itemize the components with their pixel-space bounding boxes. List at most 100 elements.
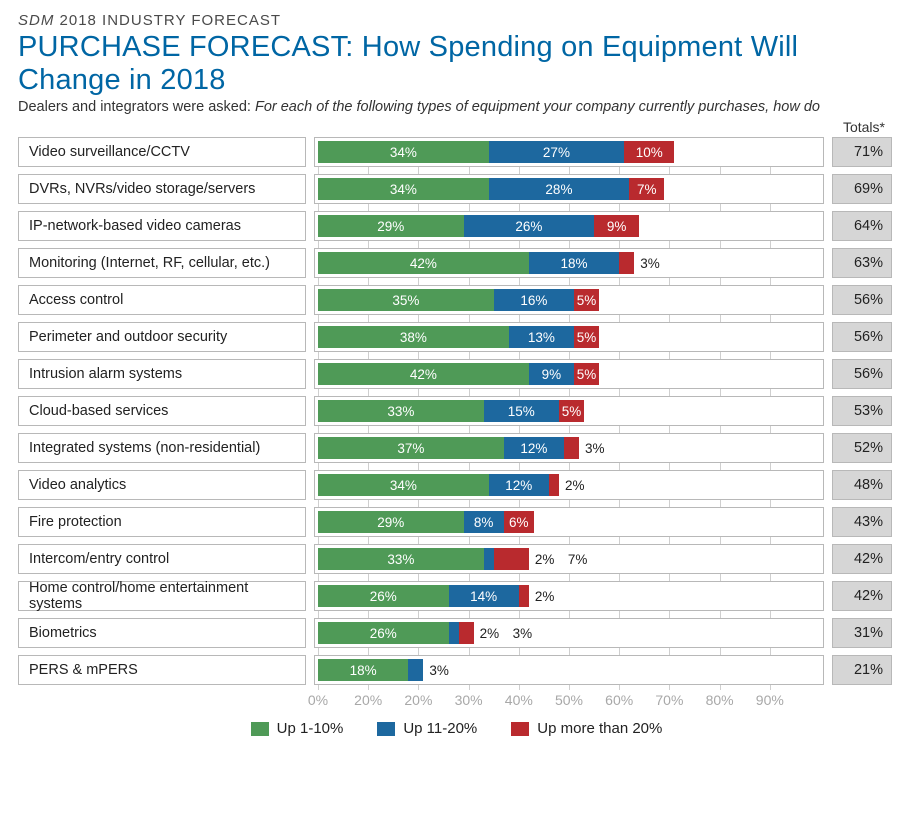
subtitle-plain: Dealers and integrators were asked:: [18, 99, 255, 115]
bar-segment: 42%: [318, 363, 529, 385]
row-label: Biometrics: [18, 618, 306, 648]
x-axis: 0%20%20%30%40%50%60%70%80%90%: [18, 690, 895, 714]
bar-segment: 18%: [318, 659, 408, 681]
bar-segment: 3%: [619, 252, 634, 274]
row-total: 56%: [832, 359, 892, 389]
row-total: 71%: [832, 137, 892, 167]
bar-segment: 13%: [509, 326, 574, 348]
bar-segment: 5%: [574, 326, 599, 348]
table-row: DVRs, NVRs/video storage/servers34%28%7%…: [18, 174, 895, 204]
bar-segment: 16%: [494, 289, 574, 311]
row-label: DVRs, NVRs/video storage/servers: [18, 174, 306, 204]
legend: Up 1-10% Up 11-20% Up more than 20%: [18, 720, 895, 737]
table-row: Cloud-based services33%15%5%53%: [18, 396, 895, 426]
bar-segment: 38%: [318, 326, 509, 348]
legend-label: Up 1-10%: [277, 720, 344, 737]
bar-segment: 33%: [318, 400, 484, 422]
bar-segment: 12%: [504, 437, 564, 459]
bar-outside-label: 2%: [535, 589, 555, 604]
totals-header: Totals*: [18, 119, 895, 135]
legend-item: Up 11-20%: [377, 720, 477, 737]
bar-cell: 33%15%5%: [314, 396, 824, 426]
row-label: Home control/home entertainment systems: [18, 581, 306, 611]
table-row: PERS & mPERS 18%3% 21%: [18, 655, 895, 685]
axis-tick: 20%: [354, 692, 382, 708]
bar-segment: 34%: [318, 141, 489, 163]
table-row: Intrusion alarm systems42%9%5%56%: [18, 359, 895, 389]
bar-segment: 26%: [464, 215, 595, 237]
table-row: Video surveillance/CCTV34%27%10%71%: [18, 137, 895, 167]
legend-label: Up 11-20%: [403, 720, 477, 737]
axis-tick: 80%: [706, 692, 734, 708]
chart-title: PURCHASE FORECAST: How Spending on Equip…: [18, 31, 895, 97]
axis-tick: 60%: [605, 692, 633, 708]
table-row: Perimeter and outdoor security 38%13%5% 56…: [18, 322, 895, 352]
row-total: 31%: [832, 618, 892, 648]
pretitle-em: SDM: [18, 12, 54, 29]
bar-outside-label: 2% 3%: [480, 626, 533, 641]
row-total: 63%: [832, 248, 892, 278]
row-label: Fire protection: [18, 507, 306, 537]
bar-segment: 26%: [318, 585, 449, 607]
bar-cell: 34%12% 2%: [314, 470, 824, 500]
axis-tick: 30%: [455, 692, 483, 708]
bar-segment: 2% 3%: [459, 622, 474, 644]
bar-segment: 14%: [449, 585, 519, 607]
row-total: 56%: [832, 322, 892, 352]
bar-cell: 18%3%: [314, 655, 824, 685]
row-label: Perimeter and outdoor security: [18, 322, 306, 352]
bar-segment: 27%: [489, 141, 625, 163]
bar-cell: 33%2% 7%: [314, 544, 824, 574]
bar-segment: 2%: [519, 585, 529, 607]
bar-segment: 42%: [318, 252, 529, 274]
bar-segment: [449, 622, 459, 644]
axis-tick: 90%: [756, 692, 784, 708]
row-label: Integrated systems (non-residential): [18, 433, 306, 463]
bar-segment: 9%: [594, 215, 639, 237]
bar-segment: 5%: [559, 400, 584, 422]
table-row: Biometrics 26% 2% 3% 31%: [18, 618, 895, 648]
row-label: Monitoring (Internet, RF, cellular, etc.…: [18, 248, 306, 278]
bar-cell: 35%16%5%: [314, 285, 824, 315]
bar-cell: 29%26%9%: [314, 211, 824, 241]
axis-tick: 70%: [655, 692, 683, 708]
bar-segment: 33%: [318, 548, 484, 570]
bar-outside-label: 3%: [640, 256, 660, 271]
bar-outside-label: 3%: [585, 441, 605, 456]
bar-outside-label: 2%: [565, 478, 585, 493]
legend-item: Up 1-10%: [251, 720, 344, 737]
bar-cell: 26% 2% 3%: [314, 618, 824, 648]
bar-cell: 37%12%3%: [314, 433, 824, 463]
bar-segment: 18%: [529, 252, 619, 274]
axis-tick: 0%: [308, 692, 328, 708]
row-total: 43%: [832, 507, 892, 537]
bar-segment: 9%: [529, 363, 574, 385]
legend-swatch: [251, 722, 269, 736]
bar-cell: 29%8%6%: [314, 507, 824, 537]
bar-segment: 6%: [504, 511, 534, 533]
row-label: Access control: [18, 285, 306, 315]
table-row: Home control/home entertainment systems 2…: [18, 581, 895, 611]
row-label: PERS & mPERS: [18, 655, 306, 685]
bar-segment: 5%: [574, 289, 599, 311]
axis-tick: 20%: [404, 692, 432, 708]
bar-cell: 42%9%5%: [314, 359, 824, 389]
legend-label: Up more than 20%: [537, 720, 662, 737]
bar-segment: 15%: [484, 400, 559, 422]
bar-cell: 38%13%5%: [314, 322, 824, 352]
axis-tick: 50%: [555, 692, 583, 708]
row-total: 56%: [832, 285, 892, 315]
bar-segment: 34%: [318, 474, 489, 496]
bar-cell: 42%18%3%: [314, 248, 824, 278]
row-label: Video surveillance/CCTV: [18, 137, 306, 167]
bar-segment: 26%: [318, 622, 449, 644]
bar-segment: 12%: [489, 474, 549, 496]
row-label: Video analytics: [18, 470, 306, 500]
legend-item: Up more than 20%: [511, 720, 662, 737]
bar-segment: 28%: [489, 178, 630, 200]
bar-segment: 5%: [574, 363, 599, 385]
row-total: 21%: [832, 655, 892, 685]
bar-cell: 26%14%2%: [314, 581, 824, 611]
pretitle-rest: 2018 INDUSTRY FORECAST: [54, 12, 281, 29]
row-total: 52%: [832, 433, 892, 463]
